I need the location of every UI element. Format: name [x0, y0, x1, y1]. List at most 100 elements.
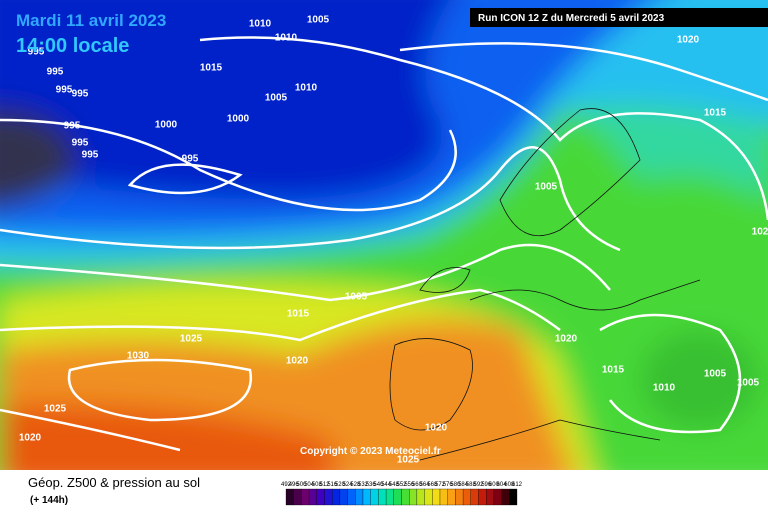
scale-swatch [370, 488, 379, 506]
coastlines [389, 108, 701, 461]
isobar-label: 1020 [677, 35, 700, 46]
isobar-label: 995 [56, 85, 73, 96]
scale-swatch [416, 488, 425, 506]
scale-swatch [409, 488, 418, 506]
isobar-label: 995 [72, 89, 89, 100]
scale-swatch [385, 488, 394, 506]
scale-label: 500 [296, 482, 307, 488]
scale-swatch [339, 488, 348, 506]
scale-swatch [362, 488, 371, 506]
isobar-label: 1005 [704, 369, 727, 380]
scale-label: 520 [335, 482, 346, 488]
scale-swatch [432, 488, 441, 506]
scale-swatch [378, 488, 387, 506]
isobar-label: 1030 [127, 351, 150, 362]
isobar-label: 1010 [653, 383, 676, 394]
scale-label: 516 [327, 482, 338, 488]
scale-swatch [285, 488, 294, 506]
scale-swatch [493, 488, 502, 506]
scale-label: 572 [435, 482, 446, 488]
isobar-label: 1020 [286, 356, 309, 367]
isobar-label: 995 [82, 150, 99, 161]
isobar-label: 995 [182, 154, 199, 165]
isobar-label: 1005 [345, 292, 368, 303]
scale-label: 560 [412, 482, 423, 488]
scale-swatch [478, 488, 487, 506]
scale-label: 608 [504, 482, 515, 488]
scale-label: 528 [350, 482, 361, 488]
isobar-label: 1025 [180, 334, 203, 345]
scale-swatch [462, 488, 471, 506]
scale-label: 552 [396, 482, 407, 488]
isobar-label: 1020 [425, 423, 448, 434]
scale-label: 548 [389, 482, 400, 488]
scale-label: 568 [427, 482, 438, 488]
scale-swatch [486, 488, 495, 506]
scale-label: 556 [404, 482, 415, 488]
isobar-label: 1000 [155, 120, 178, 131]
scale-label: 576 [443, 482, 454, 488]
footer-title: Géop. Z500 & pression au sol [28, 475, 200, 490]
scale-label: 612 [512, 482, 523, 488]
isobar-label: 1005 [737, 378, 760, 389]
date-label: Mardi 11 avril 2023 [16, 11, 166, 30]
scale-swatch [324, 488, 333, 506]
scale-label: 492 [281, 482, 292, 488]
isobar-label: 1015 [704, 108, 727, 119]
isobar-label: 1015 [602, 365, 625, 376]
isobar-label: 995 [64, 121, 81, 132]
copyright: Copyright © 2023 Meteociel.fr [300, 446, 441, 457]
scale-swatch [355, 488, 364, 506]
isobar-label: 995 [47, 67, 64, 78]
scale-swatch [470, 488, 479, 506]
isobar-label: 1025 [44, 404, 67, 415]
isobar-label: 1010 [275, 33, 298, 44]
isobar-label: 1015 [287, 309, 310, 320]
time-label: 14:00 locale [16, 35, 129, 57]
scale-swatch [301, 488, 310, 506]
scale-label: 588 [466, 482, 477, 488]
isobar-label: 995 [28, 47, 45, 58]
scale-swatch [308, 488, 317, 506]
scale-label: 540 [373, 482, 384, 488]
isobar-label: 1025 [397, 455, 420, 466]
scale-swatch [439, 488, 448, 506]
scale-label: 592 [473, 482, 484, 488]
isobar-label: 1020 [19, 433, 42, 444]
isobar-label: 1020 [555, 334, 578, 345]
scale-swatch [509, 488, 518, 506]
isobar-label: 102 [752, 227, 768, 238]
scale-swatch [393, 488, 402, 506]
isobar-label: 1005 [535, 182, 558, 193]
scale-label: 600 [489, 482, 500, 488]
color-scale: 4924965005045085125165205245285325365405… [281, 482, 523, 506]
footer-lead: (+ 144h) [30, 495, 68, 506]
scale-swatch [455, 488, 464, 506]
scale-label: 604 [497, 482, 508, 488]
scale-swatch [347, 488, 356, 506]
scale-swatch [424, 488, 433, 506]
scale-label: 532 [358, 482, 369, 488]
scale-label: 504 [304, 482, 315, 488]
isobar-label: 1010 [249, 19, 272, 30]
run-label: Run ICON 12 Z du Mercredi 5 avril 2023 [478, 13, 665, 24]
scale-swatch [501, 488, 510, 506]
field [0, 0, 768, 490]
scale-label: 544 [381, 482, 392, 488]
isobar-label: 1015 [200, 63, 223, 74]
isobars [0, 36, 768, 452]
scale-label: 536 [366, 482, 377, 488]
isobar-label: 1010 [295, 83, 318, 94]
scale-swatch [293, 488, 302, 506]
scale-label: 596 [481, 482, 492, 488]
isobar-label: 1000 [227, 114, 250, 125]
scale-swatch [332, 488, 341, 506]
scale-swatch [447, 488, 456, 506]
scale-label: 496 [289, 482, 300, 488]
scale-label: 564 [420, 482, 431, 488]
scale-label: 508 [312, 482, 323, 488]
scale-label: 580 [450, 482, 461, 488]
scale-swatch [316, 488, 325, 506]
